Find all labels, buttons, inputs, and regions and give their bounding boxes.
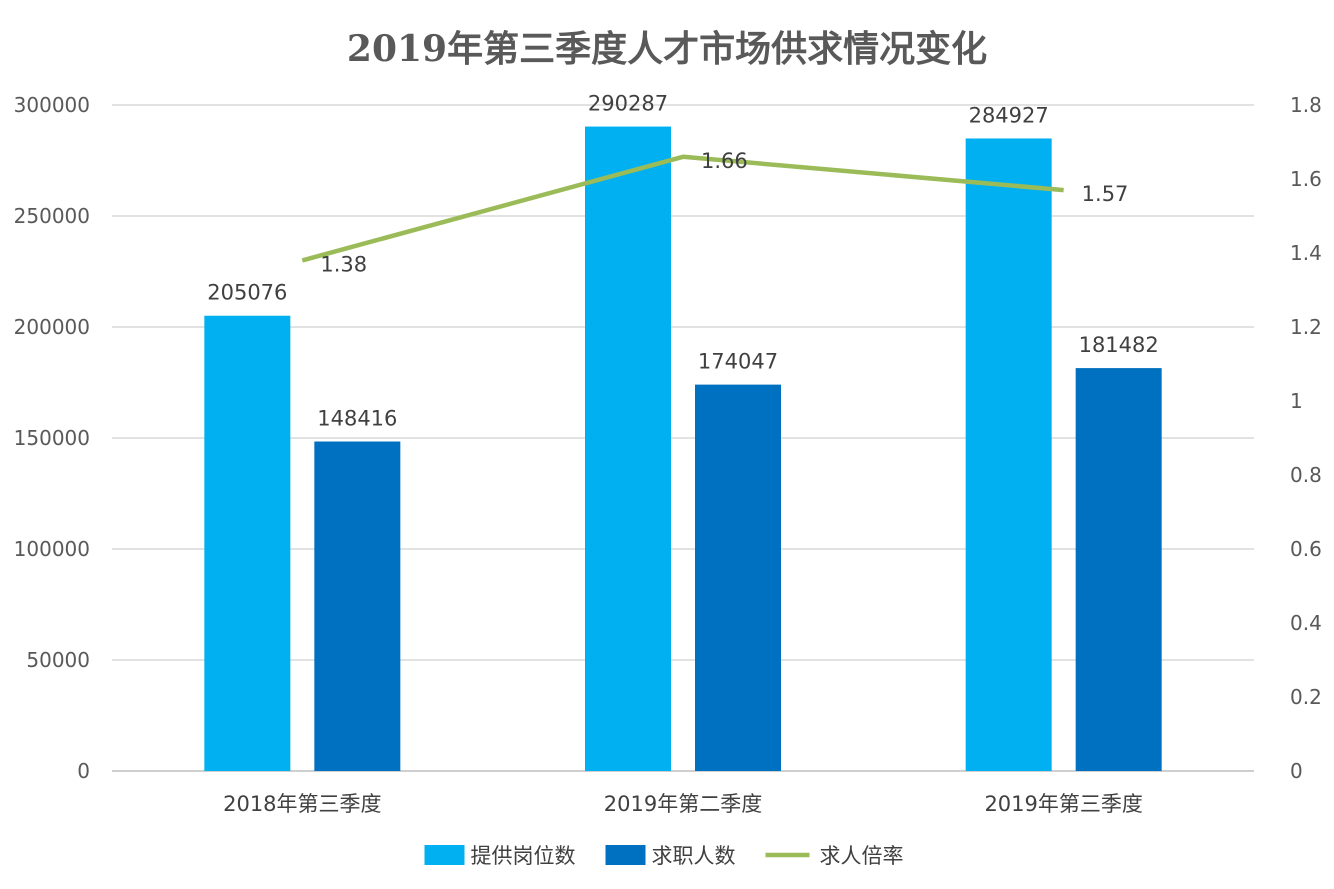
bar-positions xyxy=(204,315,291,771)
legend-swatch xyxy=(424,845,465,865)
gridlines xyxy=(112,104,1254,772)
line-data-label: 1.66 xyxy=(701,149,748,173)
bar-data-label: 181482 xyxy=(1079,333,1159,357)
legend-label: 求人倍率 xyxy=(820,844,904,868)
x-category-label: 2018年第三季度 xyxy=(223,792,381,816)
y-left-tick-label: 0 xyxy=(77,759,90,783)
chart-title: 2019年第三季度人才市场供求情况变化 xyxy=(346,28,988,70)
y-right-tick-label: 1 xyxy=(1290,389,1303,413)
legend: 提供岗位数 求职人数 求人倍率 xyxy=(424,844,904,868)
bar-positions xyxy=(585,126,671,771)
legend-label: 求职人数 xyxy=(652,844,736,868)
axes-layer: 0 50000 100000 150000 200000 250000 300000 0 0.2… xyxy=(14,93,1322,816)
y-right-tick-label: 1.8 xyxy=(1290,93,1322,117)
y-right-tick-label: 0 xyxy=(1290,759,1303,783)
y-left-tick-label: 250000 xyxy=(14,204,90,228)
y-left-tick-label: 100000 xyxy=(14,537,90,561)
bar-data-label: 205076 xyxy=(207,281,287,305)
bar-data-label: 284927 xyxy=(969,103,1049,127)
legend-label: 提供岗位数 xyxy=(471,844,576,868)
line-data-label: 1.57 xyxy=(1082,182,1129,206)
data-labels-layer: 205076 148416 290287 174047 284927 181482 1.38… xyxy=(207,92,1159,431)
y-left-tick-label: 300000 xyxy=(14,93,90,117)
line-data-label: 1.38 xyxy=(320,252,367,276)
y-left-tick-label: 150000 xyxy=(14,426,90,450)
bar-applicants xyxy=(314,441,401,771)
line-demand-ratio xyxy=(301,154,1064,263)
bar-positions xyxy=(965,138,1052,772)
y-right-tick-label: 0.6 xyxy=(1290,537,1322,561)
legend-swatch xyxy=(605,845,646,865)
y-right-tick-label: 1.6 xyxy=(1290,167,1322,191)
x-category-label: 2019年第二季度 xyxy=(604,792,762,816)
bar-data-label: 174047 xyxy=(698,350,778,374)
y-right-tick-label: 0.4 xyxy=(1290,611,1322,635)
line-series-layer xyxy=(301,154,1064,263)
bar-series-layer xyxy=(204,126,1162,772)
y-left-tick-label: 50000 xyxy=(26,648,90,672)
y-right-tick-label: 0.2 xyxy=(1290,685,1322,709)
y-right-tick-label: 0.8 xyxy=(1290,463,1322,487)
y-right-tick-label: 1.2 xyxy=(1290,315,1322,339)
bar-data-label: 148416 xyxy=(317,407,397,431)
bar-data-label: 290287 xyxy=(588,92,668,116)
bar-applicants xyxy=(695,384,781,771)
y-left-tick-label: 200000 xyxy=(14,315,90,339)
bar-applicants xyxy=(1075,368,1162,771)
x-category-label: 2019年第三季度 xyxy=(984,792,1142,816)
y-right-tick-label: 1.4 xyxy=(1290,241,1322,265)
